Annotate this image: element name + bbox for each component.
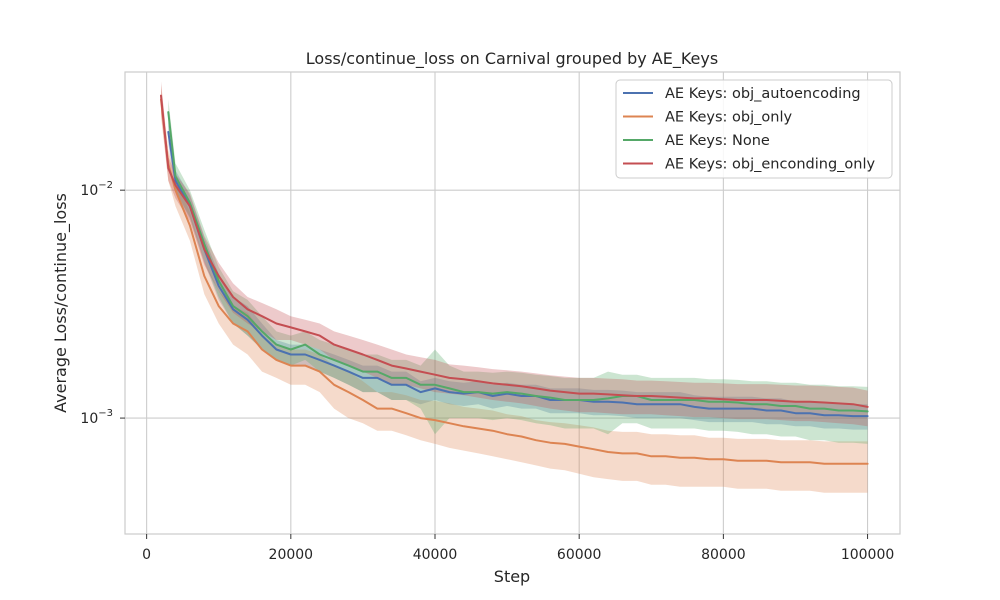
x-axis-label: Step [494, 567, 530, 586]
y-axis-label: Average Loss/continue_loss [51, 193, 71, 413]
legend-label-2: AE Keys: None [665, 133, 770, 149]
x-tick-label: 20000 [269, 547, 314, 563]
x-tick-label: 100000 [841, 547, 894, 563]
x-tick-label: 60000 [557, 547, 602, 563]
series-line-1 [160, 98, 869, 465]
legend-label-1: AE Keys: obj_only [665, 110, 792, 126]
legend: AE Keys: obj_autoencoding AE Keys: obj_on… [615, 79, 893, 179]
x-axis-ticks: 0 20000 40000 60000 80000 100000 [142, 534, 894, 563]
series-line-2 [167, 111, 869, 413]
series-lines [160, 94, 869, 465]
legend-box [615, 79, 893, 179]
y-tick-label: 10−3 [80, 408, 113, 427]
legend-label-3: AE Keys: obj_enconding_only [665, 157, 875, 173]
series-line-0 [167, 131, 869, 418]
band-1 [161, 84, 868, 493]
band-3 [161, 81, 868, 427]
grid [125, 72, 900, 534]
series-line-3 [160, 94, 869, 408]
y-tick-label: 10−2 [80, 180, 113, 199]
plot-frame [124, 71, 901, 535]
x-tick-label: 40000 [413, 547, 458, 563]
y-axis-ticks: 10−3 10−2 [80, 180, 125, 427]
chart-title: Loss/continue_loss on Carnival grouped b… [306, 49, 718, 69]
legend-label-0: AE Keys: obj_autoencoding [665, 86, 861, 102]
band-2 [168, 99, 868, 444]
x-tick-label: 80000 [701, 547, 746, 563]
x-tick-label: 0 [142, 547, 151, 563]
confidence-bands [161, 81, 868, 493]
